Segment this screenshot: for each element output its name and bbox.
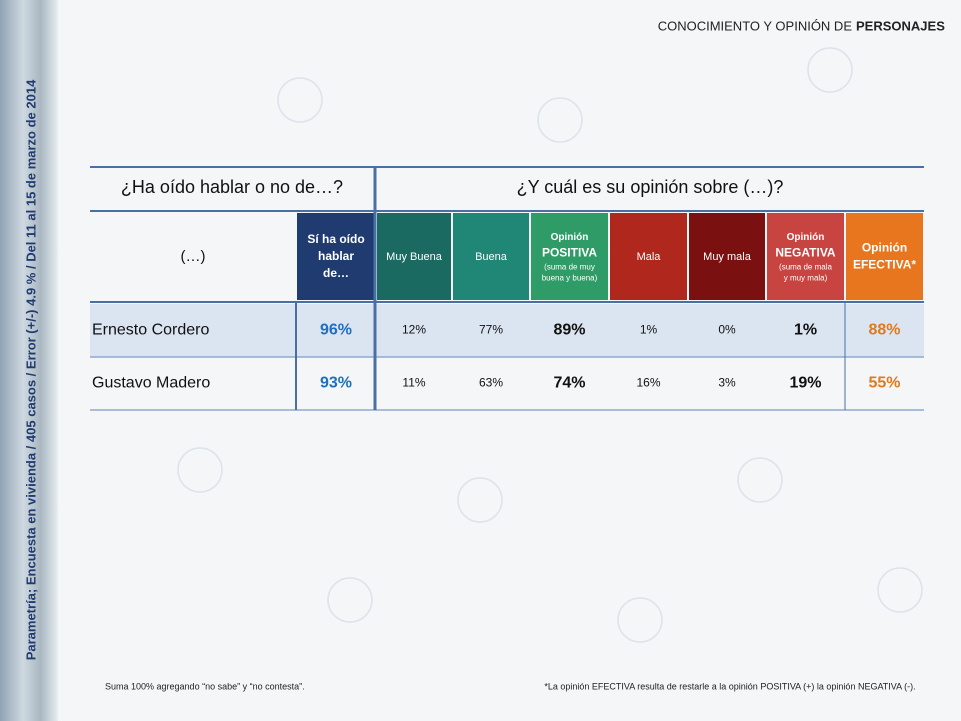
cell: 12% <box>402 323 426 337</box>
column-header <box>846 213 923 300</box>
column-header-text: POSITIVA <box>542 246 597 260</box>
column-header <box>531 213 608 300</box>
table: ¿Ha oído hablar o no de…? ¿Y cuál es su o… <box>90 166 924 411</box>
footnote: *La opinión EFECTIVA resulta de restarle… <box>544 681 915 691</box>
column-header-text: buena y buena) <box>542 274 598 283</box>
column-header-text: (suma de mala <box>779 263 832 272</box>
side-strip <box>0 0 58 721</box>
cell: 11% <box>402 376 425 390</box>
column-header-text: y muy mala) <box>784 274 828 283</box>
row-name: Ernesto Cordero <box>92 322 209 339</box>
column-header-text: Opinión <box>862 241 907 255</box>
cell: 88% <box>868 322 900 339</box>
column-header-text: NEGATIVA <box>775 246 836 260</box>
column-header-text: Mala <box>637 251 662 263</box>
column-header-text: Muy mala <box>703 251 752 263</box>
column-header-text: Buena <box>475 251 508 263</box>
cell: 1% <box>640 323 658 337</box>
column-header-text: de… <box>323 266 349 280</box>
cell: 16% <box>636 376 660 390</box>
slide-title-bold: PERSONAJES <box>856 18 945 33</box>
watermark <box>177 47 923 643</box>
row-bg <box>90 304 924 357</box>
footnote: Suma 100% agregando “no sabe” y “no cont… <box>105 681 305 691</box>
cell: 63% <box>479 376 503 390</box>
cell: 93% <box>320 375 352 392</box>
column-header <box>297 213 375 300</box>
side-note: Parametría; Encuesta en vivienda / 405 c… <box>23 79 38 660</box>
cell: 89% <box>553 322 585 339</box>
column-header <box>453 213 529 300</box>
column-header <box>610 213 687 300</box>
cell: 19% <box>789 375 821 392</box>
row-name: Gustavo Madero <box>92 375 210 392</box>
cell: 3% <box>718 376 736 390</box>
column-header-text: Muy Buena <box>386 251 443 263</box>
column-header <box>377 213 451 300</box>
column-header-text: (suma de muy <box>544 263 595 272</box>
group-header: ¿Y cuál es su opinión sobre (…)? <box>517 177 784 197</box>
column-header-text: Opinión <box>551 232 589 243</box>
column-header <box>689 213 765 300</box>
cell: 77% <box>479 323 503 337</box>
cell: 96% <box>320 322 352 339</box>
cell: 55% <box>868 375 900 392</box>
cell: 1% <box>794 322 817 339</box>
column-header <box>767 213 844 300</box>
cell: 74% <box>553 375 585 392</box>
group-header: ¿Ha oído hablar o no de…? <box>121 177 343 197</box>
cell: 0% <box>718 323 736 337</box>
column-header-text: EFECTIVA* <box>853 258 916 272</box>
column-header-text: Opinión <box>787 232 825 243</box>
name-header: (…) <box>181 248 206 265</box>
column-header-text: Sí ha oído <box>307 232 364 246</box>
slide-title: CONOCIMIENTO Y OPINIÓN DE <box>658 18 853 33</box>
column-header-text: hablar <box>318 249 354 263</box>
